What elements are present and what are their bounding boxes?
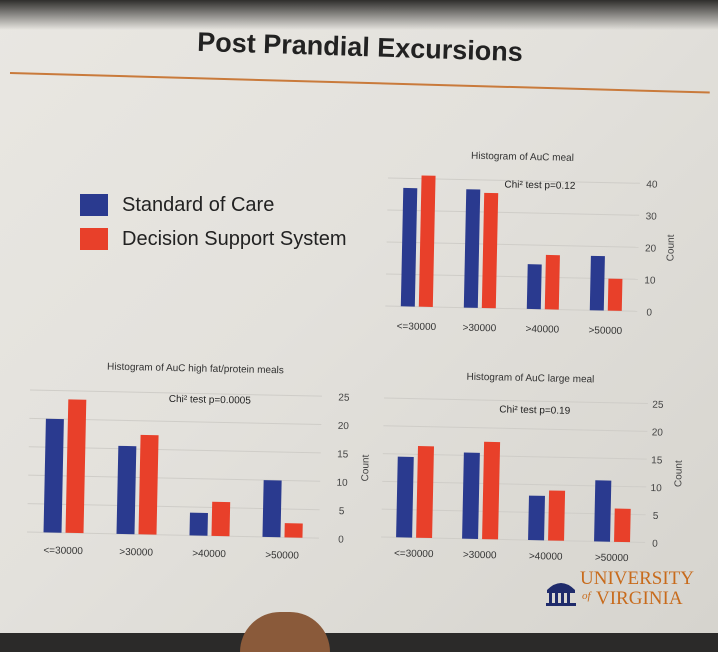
x-category-label: >30000 <box>462 323 496 335</box>
y-tick-label: 20 <box>652 427 664 438</box>
legend: Standard of Care Decision Support System <box>80 188 347 256</box>
y-tick-label: 0 <box>338 534 344 545</box>
bar-standard-of-care <box>43 418 64 533</box>
bar-decision-support <box>418 175 436 307</box>
chi-test-annotation: Chi² test p=0.0005 <box>169 394 252 407</box>
rotunda-icon <box>546 583 576 606</box>
legend-item-standard-of-care: Standard of Care <box>80 188 347 222</box>
logo-of: of <box>582 590 591 602</box>
x-category-label: <=30000 <box>394 548 434 560</box>
bar-standard-of-care <box>116 445 137 535</box>
bar-decision-support <box>65 399 87 534</box>
x-category-label: >40000 <box>525 324 559 336</box>
bar-decision-support <box>416 445 434 539</box>
bar-standard-of-care <box>589 255 605 311</box>
bar-decision-support <box>544 254 560 310</box>
y-tick-label: 15 <box>337 449 349 460</box>
bar-decision-support <box>607 278 623 311</box>
bar-standard-of-care <box>526 264 542 310</box>
bar-decision-support <box>481 192 499 309</box>
chart-group: 0 5 10 15 20 25 Count Histogram of AuC large me… <box>381 372 685 564</box>
bar-standard-of-care <box>462 452 480 540</box>
chart-auc-high-fat: 0 5 10 15 20 25 Count Histogram of AuC high fat… <box>27 362 372 562</box>
y-tick-label: 10 <box>644 275 656 286</box>
chart-auc-meal: 0 10 20 30 40 Count Histogram of AuC meal Chi² … <box>385 151 677 337</box>
x-category-label: >50000 <box>588 325 622 337</box>
bar-decision-support <box>211 501 231 537</box>
bar-standard-of-care <box>262 480 282 538</box>
x-category-label: >50000 <box>265 550 299 562</box>
bar-standard-of-care <box>396 456 414 538</box>
bar-standard-of-care <box>189 512 208 536</box>
y-tick-label: 10 <box>336 478 348 489</box>
bar-standard-of-care <box>594 480 612 542</box>
uva-logo: UNIVERSITY of VIRGINIA <box>544 566 704 614</box>
x-category-label: >30000 <box>119 547 153 559</box>
y-tick-label: 0 <box>646 307 652 318</box>
x-category-label: >40000 <box>192 548 226 560</box>
y-tick-label: 5 <box>339 506 345 517</box>
x-category-label: >30000 <box>463 550 497 562</box>
chart-title: Histogram of AuC large meal <box>466 372 594 386</box>
x-category-label: >40000 <box>529 551 563 563</box>
logo-university: UNIVERSITY <box>580 568 694 589</box>
y-tick-label: 20 <box>645 243 657 254</box>
y-axis-label: Count <box>673 460 685 487</box>
y-tick-label: 20 <box>338 421 350 432</box>
bar-decision-support <box>482 441 501 540</box>
y-tick-label: 25 <box>652 400 664 411</box>
gridline <box>29 389 322 397</box>
y-tick-label: 10 <box>650 483 662 494</box>
x-category-label: <=30000 <box>43 545 83 557</box>
chart-title: Histogram of AuC meal <box>471 151 574 164</box>
chi-test-annotation: Chi² test p=0.19 <box>499 404 571 416</box>
chart-group: 0 5 10 15 20 25 Count Histogram of AuC high fat… <box>27 362 372 562</box>
bar-decision-support <box>614 508 631 543</box>
chi-test-annotation: Chi² test p=0.12 <box>504 179 576 191</box>
bar-standard-of-care <box>528 495 545 541</box>
chart-title: Histogram of AuC high fat/protein meals <box>107 362 284 377</box>
y-tick-label: 5 <box>653 511 659 522</box>
bar-standard-of-care <box>400 187 418 307</box>
legend-swatch-blue <box>80 194 108 216</box>
legend-item-decision-support: Decision Support System <box>80 222 347 256</box>
bar-standard-of-care <box>463 189 481 308</box>
gridline <box>383 425 648 432</box>
gridline <box>383 397 648 405</box>
chart-auc-large-meal: 0 5 10 15 20 25 Count Histogram of AuC large me… <box>381 372 685 564</box>
bar-decision-support <box>138 434 159 535</box>
legend-label: Decision Support System <box>122 227 347 250</box>
legend-label: Standard of Care <box>122 193 275 216</box>
y-tick-label: 30 <box>646 211 658 222</box>
y-tick-label: 0 <box>652 539 658 550</box>
y-tick-label: 40 <box>646 179 658 190</box>
logo-virginia: VIRGINIA <box>596 588 683 609</box>
y-tick-label: 25 <box>338 392 350 403</box>
y-axis-label: Count <box>665 234 677 261</box>
bar-decision-support <box>284 523 303 538</box>
legend-swatch-red <box>80 228 108 250</box>
bar-decision-support <box>548 490 566 541</box>
x-category-label: <=30000 <box>397 321 437 333</box>
x-category-label: >50000 <box>595 552 629 564</box>
y-axis-label: Count <box>360 454 372 481</box>
chart-group: 0 10 20 30 40 Count Histogram of AuC meal Chi² … <box>385 151 677 337</box>
y-tick-label: 15 <box>651 455 663 466</box>
slide: Post Prandial Excursions Standard of Car… <box>0 0 718 633</box>
screen-shadow <box>0 0 718 30</box>
